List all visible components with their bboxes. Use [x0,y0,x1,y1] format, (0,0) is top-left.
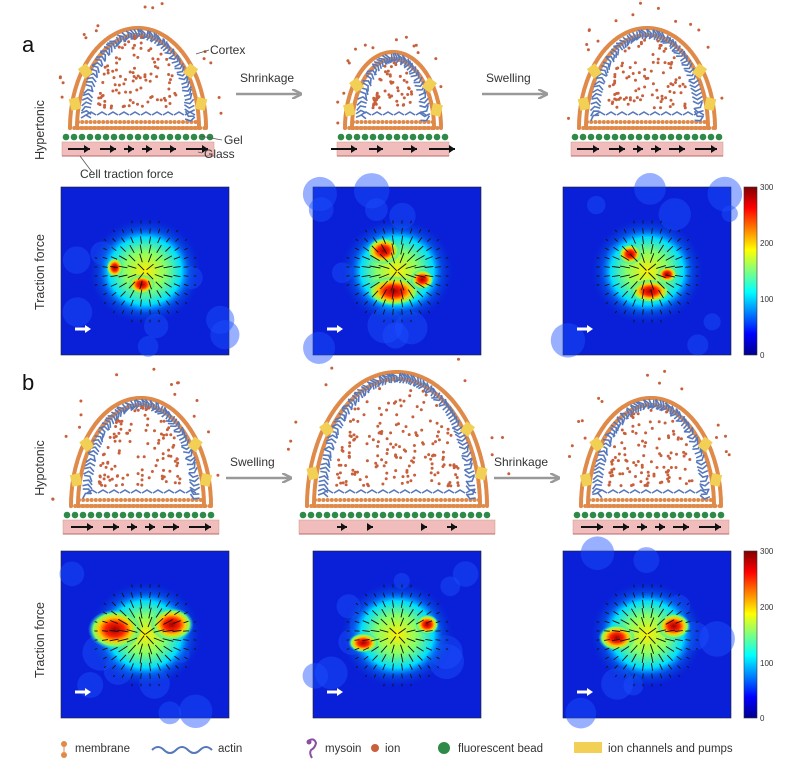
ion-icon [371,744,379,752]
callout-glass: Glass [204,147,235,161]
row-label-traction-b: Traction force [33,602,47,678]
transition-arrows: Shrinkage Swelling Swelling Shrinkage [226,71,558,478]
traction-map-a-shrunk [302,173,482,364]
traction-map-b-initial [59,550,230,728]
arrow-label-a1: Shrinkage [240,71,294,85]
cell-b-recovered [568,369,731,535]
colorbar-b: 300 200 100 0 [743,547,774,723]
colorbar-a-tick-0: 0 [760,351,765,360]
row-label-hypotonic: Hypotonic [33,440,47,496]
colorbar-b-tick-200: 200 [760,603,774,612]
traction-map-b-swollen [302,550,482,719]
callout-gel: Gel [224,133,243,147]
callout-cortex: Cortex [210,43,245,57]
traction-maps [59,173,743,729]
colorbar-a-tick-200: 200 [760,239,774,248]
membrane-icon [61,741,67,758]
cell-a-initial [58,2,223,157]
traction-map-a-recovered [550,173,743,358]
actin-icon [151,746,213,754]
panel-letter-a: a [22,32,35,57]
myosin-icon [306,738,318,759]
colorbar-b-tick-100: 100 [760,659,774,668]
colorbar-a-tick-300: 300 [760,183,774,192]
traction-map-a-initial [60,186,240,357]
row-label-hypertonic: Hypertonic [33,100,47,160]
arrow-label-b2: Shrinkage [494,455,548,469]
legend-membrane: membrane [75,743,130,755]
row-label-traction-a: Traction force [33,234,47,310]
cell-a-recovered [567,0,724,157]
legend: membrane actin mysoin ion fluorescent be… [61,738,733,759]
cell-a-shrunk [331,35,455,157]
arrow-label-b1: Swelling [230,455,275,469]
legend-ion-channels: ion channels and pumps [608,743,733,755]
callouts-a: Cortex Gel Glass Cell traction force [79,43,245,181]
cell-schematics [51,0,731,535]
cell-b-initial [51,367,220,535]
legend-fluorescent-bead: fluorescent bead [458,743,543,755]
traction-map-b-recovered [562,536,735,729]
legend-actin: actin [218,743,242,755]
arrow-label-a2: Swelling [486,71,531,85]
colorbar-b-tick-300: 300 [760,547,774,556]
cell-b-swollen [286,339,511,535]
colorbar-a: 300 200 100 0 [743,183,774,360]
legend-ion: ion [385,743,400,755]
ion-channel-icon [574,742,602,753]
colorbar-a-tick-100: 100 [760,295,774,304]
panel-letter-b: b [22,370,34,395]
colorbar-b-tick-0: 0 [760,714,765,723]
callout-cell-traction-force: Cell traction force [80,167,174,181]
colorbar-b-gradient [743,550,758,719]
legend-myosin: mysoin [325,743,361,755]
bead-icon [438,742,450,754]
colorbar-a-gradient [743,186,758,356]
